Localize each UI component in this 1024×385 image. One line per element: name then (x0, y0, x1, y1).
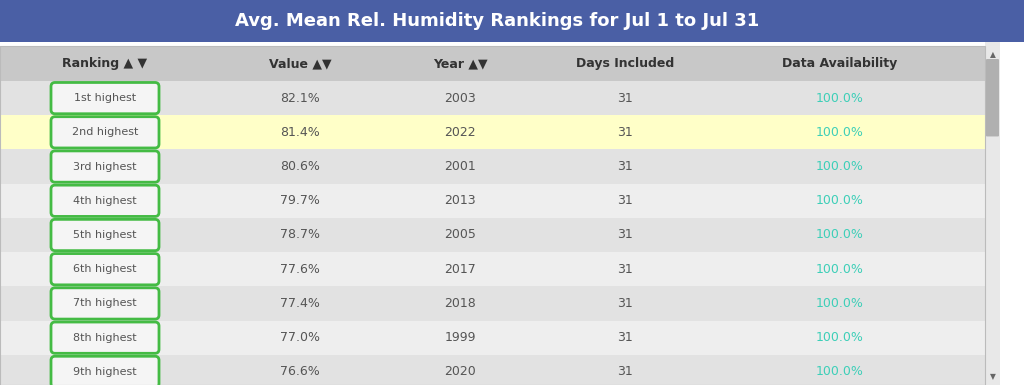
Text: 31: 31 (617, 126, 633, 139)
Text: 2020: 2020 (444, 365, 476, 378)
Text: 2005: 2005 (444, 229, 476, 241)
Text: 77.6%: 77.6% (280, 263, 319, 276)
FancyBboxPatch shape (51, 288, 159, 319)
Text: 7th highest: 7th highest (73, 298, 137, 308)
FancyBboxPatch shape (51, 117, 159, 148)
Bar (0, 286, 985, 321)
Bar (0, 252, 985, 286)
FancyBboxPatch shape (51, 254, 159, 285)
Text: 1999: 1999 (444, 331, 476, 344)
Bar (0, 46, 985, 385)
Text: 31: 31 (617, 160, 633, 173)
Text: 2022: 2022 (444, 126, 476, 139)
FancyBboxPatch shape (51, 82, 159, 114)
FancyBboxPatch shape (986, 59, 999, 136)
Bar (0, 321, 985, 355)
Text: 2018: 2018 (444, 297, 476, 310)
Bar (0, 355, 985, 385)
Text: 82.1%: 82.1% (281, 92, 319, 105)
Text: 31: 31 (617, 297, 633, 310)
Text: 2001: 2001 (444, 160, 476, 173)
Text: 8th highest: 8th highest (73, 333, 137, 343)
Text: 3rd highest: 3rd highest (74, 162, 137, 172)
Bar (0, 184, 985, 218)
Text: ▲: ▲ (989, 50, 995, 59)
Text: 2003: 2003 (444, 92, 476, 105)
Text: 9th highest: 9th highest (73, 367, 137, 377)
Text: 6th highest: 6th highest (74, 264, 137, 274)
Text: 2nd highest: 2nd highest (72, 127, 138, 137)
Bar (985, 42, 1000, 385)
Text: 100.0%: 100.0% (816, 297, 864, 310)
Text: 31: 31 (617, 92, 633, 105)
FancyBboxPatch shape (51, 219, 159, 251)
Text: 100.0%: 100.0% (816, 92, 864, 105)
Text: 31: 31 (617, 263, 633, 276)
Bar (0, 149, 985, 184)
Text: Data Availability: Data Availability (782, 57, 898, 70)
FancyBboxPatch shape (51, 356, 159, 385)
Text: 4th highest: 4th highest (73, 196, 137, 206)
Text: Avg. Mean Rel. Humidity Rankings for Jul 1 to Jul 31: Avg. Mean Rel. Humidity Rankings for Jul… (234, 12, 759, 30)
Text: 100.0%: 100.0% (816, 331, 864, 344)
Text: 77.4%: 77.4% (280, 297, 319, 310)
FancyBboxPatch shape (51, 151, 159, 182)
Bar (0, 218, 985, 252)
Text: Year ▲▼: Year ▲▼ (433, 57, 487, 70)
FancyBboxPatch shape (51, 185, 159, 216)
Text: Value ▲▼: Value ▲▼ (268, 57, 332, 70)
Text: 100.0%: 100.0% (816, 194, 864, 207)
Text: 78.7%: 78.7% (280, 229, 319, 241)
Text: 31: 31 (617, 194, 633, 207)
Text: Ranking ▲ ▼: Ranking ▲ ▼ (62, 57, 147, 70)
Bar (0, 42, 1000, 46)
Text: 81.4%: 81.4% (281, 126, 319, 139)
Text: 31: 31 (617, 331, 633, 344)
Bar (0, 46, 985, 81)
Text: 77.0%: 77.0% (280, 331, 319, 344)
Text: 2017: 2017 (444, 263, 476, 276)
Text: 5th highest: 5th highest (74, 230, 137, 240)
Text: 31: 31 (617, 365, 633, 378)
Text: 100.0%: 100.0% (816, 126, 864, 139)
Text: 1st highest: 1st highest (74, 93, 136, 103)
Bar (0, 81, 985, 115)
Text: 100.0%: 100.0% (816, 160, 864, 173)
Text: 79.7%: 79.7% (280, 194, 319, 207)
Text: 31: 31 (617, 229, 633, 241)
Text: 100.0%: 100.0% (816, 365, 864, 378)
FancyBboxPatch shape (51, 322, 159, 353)
Text: 2013: 2013 (444, 194, 476, 207)
Bar (0, 0, 1024, 42)
Bar (0, 115, 985, 149)
Text: 80.6%: 80.6% (280, 160, 319, 173)
Text: 100.0%: 100.0% (816, 229, 864, 241)
Text: Days Included: Days Included (575, 57, 674, 70)
Text: ▼: ▼ (989, 372, 995, 381)
Text: 76.6%: 76.6% (281, 365, 319, 378)
Text: 100.0%: 100.0% (816, 263, 864, 276)
